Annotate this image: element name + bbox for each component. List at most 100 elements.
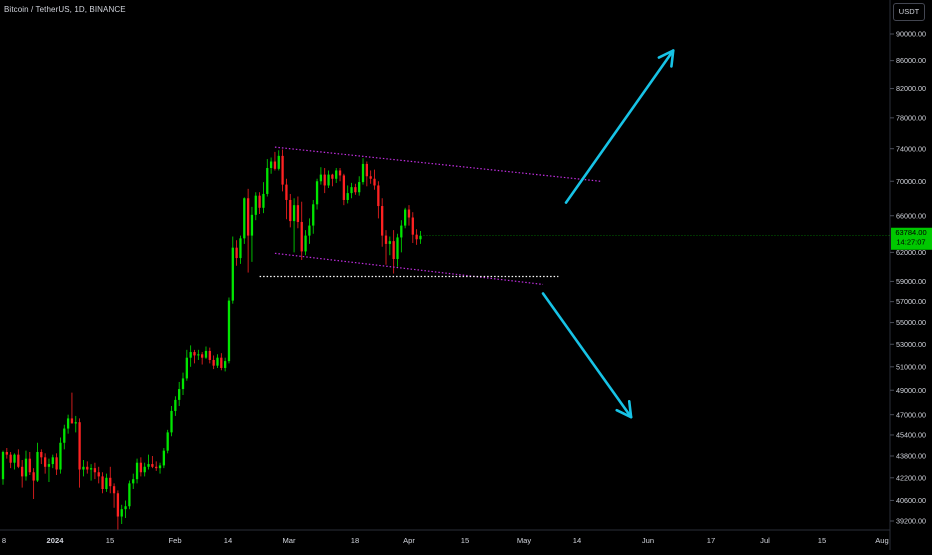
y-axis-tick-label: 47000.00 xyxy=(896,410,926,419)
x-axis-tick-label: Feb xyxy=(168,536,181,545)
x-axis-tick-label: Apr xyxy=(403,536,415,545)
candle xyxy=(143,462,146,477)
candle xyxy=(277,150,280,171)
x-axis-tick-label: 15 xyxy=(461,536,469,545)
candle xyxy=(411,212,414,243)
candle xyxy=(239,235,242,264)
candle xyxy=(273,151,277,171)
candle xyxy=(120,504,123,524)
wedge-lower[interactable] xyxy=(274,252,544,286)
candle xyxy=(331,173,334,187)
candle-body xyxy=(40,451,43,458)
candle xyxy=(89,464,93,481)
candle xyxy=(70,392,74,424)
candle-body xyxy=(289,199,292,222)
y-axis-tick-label: 57000.00 xyxy=(896,297,926,306)
y-axis-tick-label: 40600.00 xyxy=(896,496,926,505)
y-axis-tick-label: 45400.00 xyxy=(896,431,926,440)
last-price-label: 63784.00 xyxy=(895,228,926,237)
x-axis-tick-label: Jun xyxy=(642,536,654,545)
candle xyxy=(151,455,154,469)
candle-body xyxy=(32,472,35,481)
breakdown-down-arrow[interactable] xyxy=(541,292,633,419)
candle xyxy=(373,169,376,190)
symbol-title: Bitcoin / TetherUS, 1D, BINANCE xyxy=(4,5,126,14)
candle xyxy=(21,460,24,488)
y-axis-tick-label: 78000.00 xyxy=(896,113,926,122)
candle xyxy=(124,500,127,519)
x-axis-tick-label: May xyxy=(517,536,532,545)
candle-body xyxy=(296,205,300,222)
candle xyxy=(216,354,219,368)
candle-body xyxy=(266,168,269,194)
candle xyxy=(36,442,39,482)
x-axis-tick-label: 15 xyxy=(106,536,114,545)
candle-body xyxy=(335,170,338,179)
y-axis-tick-label: 62000.00 xyxy=(896,248,926,257)
candle xyxy=(358,176,361,196)
candle xyxy=(254,192,257,221)
y-axis-tick-label: 74000.00 xyxy=(896,144,926,153)
candle xyxy=(47,458,51,482)
price-axis[interactable]: 90000.00 86000.00 82000.00 78000.00 74000.00… xyxy=(890,30,926,526)
candle-body xyxy=(78,422,81,470)
candle xyxy=(5,448,8,459)
candle-body xyxy=(82,466,85,470)
candle-body xyxy=(262,193,265,208)
candle xyxy=(63,424,66,450)
candle-body xyxy=(112,486,116,494)
candle xyxy=(354,183,357,195)
candle-body xyxy=(235,247,238,259)
candle xyxy=(43,453,47,474)
candle xyxy=(139,457,143,477)
y-axis-tick-label: 42200.00 xyxy=(896,473,926,482)
candle-body xyxy=(377,185,380,207)
candle-body xyxy=(9,454,12,463)
candle xyxy=(285,178,288,220)
candle xyxy=(392,230,395,274)
candle xyxy=(132,473,135,490)
candle xyxy=(109,466,112,494)
candle-body xyxy=(120,509,123,517)
candle-body xyxy=(277,155,280,169)
candle-body xyxy=(55,457,58,470)
candle-body xyxy=(338,170,342,176)
candle xyxy=(350,182,353,199)
y-axis-tick-label: 59000.00 xyxy=(896,277,926,286)
time-axis[interactable]: 8 2024 15 Feb 14 Mar 18 Apr 15 May 14 Jun 17 Jul 15 Aug xyxy=(2,536,889,545)
candle-body xyxy=(208,350,211,360)
y-axis-tick-label: 90000.00 xyxy=(896,30,926,39)
candle xyxy=(9,451,12,469)
x-axis-tick-label: Aug xyxy=(875,536,889,545)
candle-body xyxy=(250,214,254,236)
candle xyxy=(296,196,300,229)
candle-body xyxy=(246,198,250,236)
candle-body xyxy=(300,221,303,252)
candle-body xyxy=(185,357,188,379)
x-axis-tick-label: 2024 xyxy=(47,536,65,545)
candle-body xyxy=(128,483,131,507)
candle xyxy=(388,236,391,256)
candle xyxy=(13,453,16,470)
candle-body xyxy=(66,418,70,429)
candle xyxy=(66,414,70,434)
breakout-up-arrow[interactable] xyxy=(564,49,675,204)
candle xyxy=(17,449,20,469)
candle xyxy=(404,207,407,229)
candle-body xyxy=(201,354,204,358)
currency-button[interactable]: USDT xyxy=(893,3,925,21)
candle xyxy=(55,453,58,476)
candle xyxy=(250,206,254,262)
candle xyxy=(74,415,77,433)
candle xyxy=(246,188,250,273)
candle xyxy=(208,347,211,364)
candle-body xyxy=(304,235,307,252)
candle xyxy=(155,461,158,471)
candle-body xyxy=(63,428,66,443)
candle-body xyxy=(101,476,104,490)
candle-body xyxy=(239,238,242,259)
candle-body xyxy=(93,468,97,473)
candle-body xyxy=(415,234,418,240)
